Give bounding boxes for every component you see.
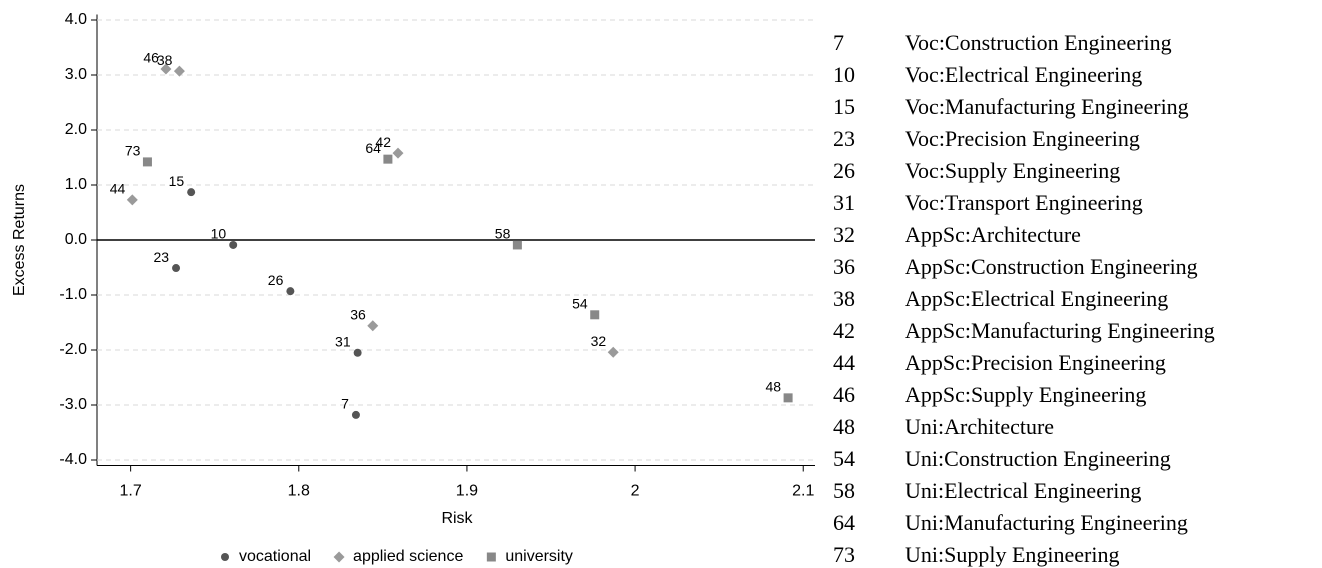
key-id: 54 <box>833 446 855 471</box>
legend-label: vocational <box>239 548 311 565</box>
y-tick-label: 4.0 <box>65 11 87 28</box>
key-name: Uni:Electrical Engineering <box>905 478 1141 503</box>
key-id: 48 <box>833 414 855 439</box>
y-tick-label: -1.0 <box>59 286 87 303</box>
y-tick-label: 2.0 <box>65 121 87 138</box>
key-id: 44 <box>833 350 855 375</box>
key-name: AppSc:Architecture <box>905 222 1081 247</box>
y-tick-label: -2.0 <box>59 341 87 358</box>
key-name: Voc:Transport Engineering <box>905 190 1143 215</box>
point-label: 23 <box>153 249 169 265</box>
key-id: 64 <box>833 510 855 535</box>
legend-marker <box>486 552 496 562</box>
point-label: 32 <box>591 333 607 349</box>
legend-label: applied science <box>353 548 463 565</box>
point <box>142 157 152 167</box>
key-name: Voc:Electrical Engineering <box>905 62 1142 87</box>
y-axis-title: Excess Returns <box>11 184 28 296</box>
point-label: 26 <box>268 272 284 288</box>
key-id: 73 <box>833 542 855 567</box>
key-name: Uni:Architecture <box>905 414 1054 439</box>
point-label: 38 <box>157 52 173 68</box>
key-name: Uni:Manufacturing Engineering <box>905 510 1188 535</box>
key-name: Voc:Supply Engineering <box>905 158 1120 183</box>
point <box>229 240 238 249</box>
x-tick-label: 1.8 <box>288 483 310 500</box>
key-id: 26 <box>833 158 855 183</box>
point <box>383 154 393 164</box>
key-name: Voc:Manufacturing Engineering <box>905 94 1189 119</box>
key-id: 32 <box>833 222 855 247</box>
y-tick-label: 1.0 <box>65 176 87 193</box>
key-name: AppSc:Manufacturing Engineering <box>905 318 1215 343</box>
key-id: 36 <box>833 254 855 279</box>
point <box>286 287 295 296</box>
key-name: AppSc:Electrical Engineering <box>905 286 1168 311</box>
point-label: 42 <box>375 134 391 150</box>
point-label: 73 <box>125 143 141 159</box>
key-id: 38 <box>833 286 855 311</box>
key-id: 23 <box>833 126 855 151</box>
point-label: 54 <box>572 296 588 312</box>
key-name: Voc:Construction Engineering <box>905 30 1172 55</box>
key-id: 10 <box>833 62 855 87</box>
point <box>172 264 181 273</box>
point <box>351 410 360 419</box>
x-tick-label: 2 <box>631 483 640 500</box>
key-name: Voc:Precision Engineering <box>905 126 1140 151</box>
key-name: AppSc:Construction Engineering <box>905 254 1198 279</box>
point <box>590 310 600 320</box>
point-label: 48 <box>766 379 782 395</box>
x-tick-label: 2.1 <box>792 483 814 500</box>
key-name: Uni:Construction Engineering <box>905 446 1171 471</box>
legend-label: university <box>505 548 573 565</box>
y-tick-label: 0.0 <box>65 231 87 248</box>
key-name: AppSc:Precision Engineering <box>905 350 1166 375</box>
point <box>173 65 185 77</box>
point <box>187 188 196 197</box>
key-name: Uni:Supply Engineering <box>905 542 1119 567</box>
key-id: 58 <box>833 478 855 503</box>
point <box>607 346 619 358</box>
x-tick-label: 1.7 <box>120 483 142 500</box>
key-name: AppSc:Supply Engineering <box>905 382 1146 407</box>
point <box>160 63 172 75</box>
key-id: 15 <box>833 94 855 119</box>
point-label: 64 <box>365 140 381 156</box>
legend-marker <box>333 551 345 563</box>
y-tick-label: -3.0 <box>59 396 87 413</box>
point <box>512 240 522 250</box>
legend-marker <box>221 553 229 561</box>
point-label: 58 <box>495 226 511 242</box>
point <box>353 348 362 357</box>
point <box>392 147 404 159</box>
key-id: 7 <box>833 30 844 55</box>
y-tick-label: 3.0 <box>65 66 87 83</box>
x-axis-title: Risk <box>441 510 473 527</box>
point <box>783 393 793 403</box>
point-label: 15 <box>169 173 185 189</box>
point-label: 44 <box>110 181 126 197</box>
point-label: 36 <box>350 307 366 323</box>
point-label: 31 <box>335 333 351 349</box>
point <box>126 194 138 206</box>
y-tick-label: -4.0 <box>59 451 87 468</box>
point-label: 10 <box>211 226 227 242</box>
point-label: 46 <box>143 50 159 66</box>
point <box>367 320 379 332</box>
key-id: 42 <box>833 318 855 343</box>
key-id: 46 <box>833 382 855 407</box>
key-id: 31 <box>833 190 855 215</box>
x-tick-label: 1.9 <box>456 483 478 500</box>
point-label: 7 <box>341 396 349 412</box>
